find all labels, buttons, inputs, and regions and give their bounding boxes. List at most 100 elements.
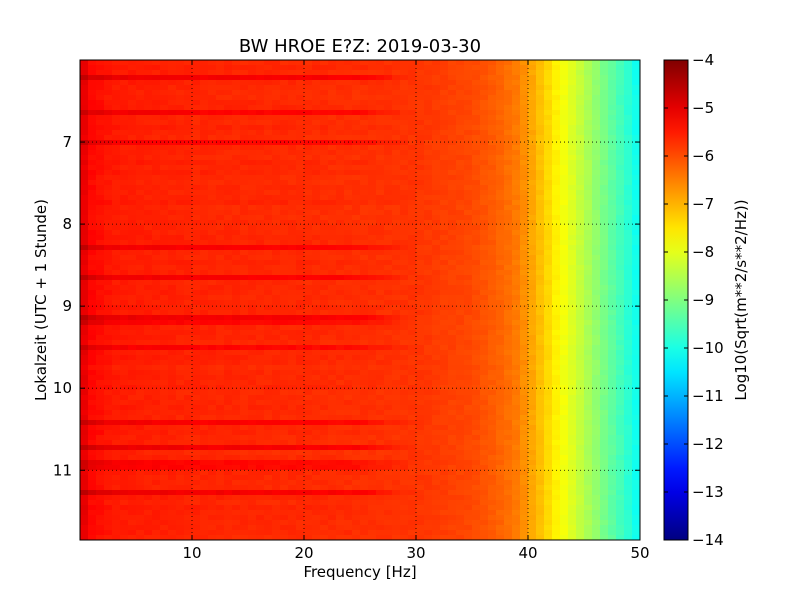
heatmap-cell xyxy=(512,355,521,361)
heatmap-cell xyxy=(144,270,153,276)
heatmap-cell xyxy=(608,285,617,291)
heatmap-cell xyxy=(152,200,161,206)
heatmap-cell xyxy=(344,355,353,361)
heatmap-cell xyxy=(88,400,97,406)
heatmap-cell xyxy=(568,285,577,291)
heatmap-cell xyxy=(80,255,89,261)
heatmap-cell xyxy=(440,115,449,121)
heatmap-cell xyxy=(256,120,265,126)
heatmap-cell xyxy=(336,195,345,201)
heatmap-cell xyxy=(216,85,225,91)
heatmap-cell xyxy=(200,160,209,166)
heatmap-cell xyxy=(128,220,137,226)
heatmap-cell xyxy=(184,75,193,81)
heatmap-cell xyxy=(552,115,561,121)
heatmap-cell xyxy=(336,280,345,286)
heatmap-cell xyxy=(568,125,577,131)
heatmap-cell xyxy=(104,135,113,141)
heatmap-cell xyxy=(576,140,585,146)
heatmap-cell xyxy=(184,355,193,361)
heatmap-cell xyxy=(176,340,185,346)
heatmap-cell xyxy=(240,345,249,351)
heatmap-cell xyxy=(328,150,337,156)
heatmap-cell xyxy=(128,280,137,286)
heatmap-cell xyxy=(240,260,249,266)
heatmap-cell xyxy=(560,70,569,76)
heatmap-cell xyxy=(224,405,233,411)
heatmap-cell xyxy=(216,405,225,411)
heatmap-cell xyxy=(424,410,433,416)
heatmap-cell xyxy=(496,170,505,176)
heatmap-cell xyxy=(200,260,209,266)
heatmap-cell xyxy=(152,240,161,246)
heatmap-cell xyxy=(184,380,193,386)
heatmap-cell xyxy=(584,335,593,341)
heatmap-cell xyxy=(232,365,241,371)
heatmap-cell xyxy=(232,120,241,126)
heatmap-cell xyxy=(200,135,209,141)
heatmap-cell xyxy=(520,260,529,266)
heatmap-cell xyxy=(376,80,385,86)
heatmap-cell xyxy=(440,135,449,141)
heatmap-cell xyxy=(216,150,225,156)
heatmap-cell xyxy=(248,250,257,256)
heatmap-cell xyxy=(256,215,265,221)
heatmap-cell xyxy=(216,100,225,106)
heatmap-cell xyxy=(400,270,409,276)
heatmap-cell xyxy=(488,180,497,186)
heatmap-cell xyxy=(512,165,521,171)
heatmap-cell xyxy=(152,170,161,176)
heatmap-cell xyxy=(176,180,185,186)
heatmap-cell xyxy=(256,85,265,91)
heatmap-cell xyxy=(128,320,137,326)
heatmap-cell xyxy=(224,320,233,326)
heatmap-cell xyxy=(216,310,225,316)
heatmap-cell xyxy=(152,120,161,126)
heatmap-cell xyxy=(448,135,457,141)
heatmap-cell xyxy=(376,135,385,141)
heatmap-cell xyxy=(584,315,593,321)
heatmap-cell xyxy=(248,190,257,196)
heatmap-cell xyxy=(384,180,393,186)
heatmap-cell xyxy=(256,285,265,291)
heatmap-cell xyxy=(616,275,625,281)
heatmap-cell xyxy=(264,120,273,126)
heatmap-cell xyxy=(480,115,489,121)
heatmap-cell xyxy=(520,380,529,386)
heatmap-cell xyxy=(240,60,249,66)
heatmap-cell xyxy=(520,400,529,406)
heatmap-cell xyxy=(464,360,473,366)
heatmap-cell xyxy=(128,275,137,281)
heatmap-cell xyxy=(432,230,441,236)
heatmap-cell xyxy=(480,110,489,116)
heatmap-cell xyxy=(496,380,505,386)
heatmap-cell xyxy=(424,260,433,266)
heatmap-cell xyxy=(592,60,601,66)
heatmap-cell xyxy=(304,315,313,321)
heatmap-cell xyxy=(192,125,201,131)
heatmap-cell xyxy=(280,70,289,76)
heatmap-cell xyxy=(152,375,161,381)
heatmap-cell xyxy=(536,195,545,201)
heatmap-cell xyxy=(192,115,201,121)
heatmap-cell xyxy=(368,160,377,166)
heatmap-cell xyxy=(536,275,545,281)
heatmap-cell xyxy=(336,410,345,416)
heatmap-cell xyxy=(104,255,113,261)
heatmap-cell xyxy=(296,310,305,316)
heatmap-cell xyxy=(200,225,209,231)
heatmap-cell xyxy=(192,260,201,266)
heatmap-cell xyxy=(488,315,497,321)
heatmap-cell xyxy=(160,320,169,326)
heatmap-cell xyxy=(184,140,193,146)
heatmap-cell xyxy=(568,85,577,91)
heatmap-cell xyxy=(576,210,585,216)
heatmap-cell xyxy=(568,315,577,321)
heatmap-cell xyxy=(304,65,313,71)
heatmap-cell xyxy=(480,330,489,336)
heatmap-cell xyxy=(136,160,145,166)
heatmap-cell xyxy=(376,110,385,116)
heatmap-cell xyxy=(432,115,441,121)
heatmap-cell xyxy=(272,95,281,101)
heatmap-cell xyxy=(368,215,377,221)
